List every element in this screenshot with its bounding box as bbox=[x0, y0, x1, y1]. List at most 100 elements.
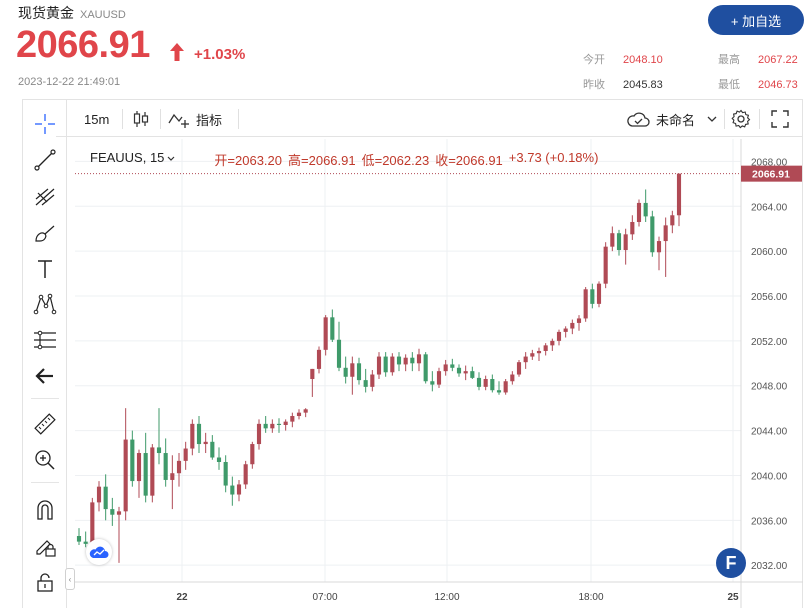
toolbar-divider bbox=[724, 109, 725, 129]
lock-tool[interactable] bbox=[31, 568, 59, 596]
candle-body bbox=[76, 536, 82, 542]
stat-high: 最高 2067.22 bbox=[718, 51, 798, 67]
sidebar-divider bbox=[31, 482, 59, 483]
fib-tool[interactable] bbox=[31, 183, 59, 211]
candle-body bbox=[536, 350, 542, 354]
cloud-icon bbox=[89, 546, 109, 558]
candle-body bbox=[270, 423, 275, 429]
candle-body bbox=[236, 484, 242, 495]
y-axis-tick-label: 2036.00 bbox=[751, 516, 788, 527]
y-axis-tick-label: 2048.00 bbox=[751, 382, 788, 393]
candle-body bbox=[110, 509, 115, 515]
stat-open-label: 今开 bbox=[583, 54, 605, 66]
y-axis-tick-label: 2064.00 bbox=[751, 202, 788, 213]
indicators-button[interactable]: 指标 bbox=[168, 101, 222, 137]
magnet-tool[interactable] bbox=[31, 496, 59, 524]
candle-body bbox=[243, 464, 248, 485]
candle-body bbox=[196, 423, 202, 445]
ruler-tool[interactable] bbox=[31, 410, 59, 438]
lock-pencil-icon bbox=[36, 540, 56, 557]
stat-high-value: 2067.22 bbox=[758, 54, 798, 66]
candle-body bbox=[416, 354, 422, 364]
fullscreen-button[interactable] bbox=[770, 101, 790, 137]
brush-tool[interactable] bbox=[31, 220, 59, 248]
candle-body bbox=[670, 215, 675, 226]
legend-symbol[interactable]: FEAUUS, 15 bbox=[90, 150, 165, 165]
chart-logo-button[interactable] bbox=[86, 539, 112, 565]
candle-body bbox=[656, 241, 662, 253]
candle-body bbox=[203, 441, 208, 445]
candle-body bbox=[103, 486, 108, 510]
sidebar-divider bbox=[31, 398, 59, 399]
candle-body bbox=[303, 409, 308, 413]
indicators-label: 指标 bbox=[196, 112, 223, 128]
candle-body bbox=[370, 374, 375, 387]
candle-body bbox=[483, 379, 488, 387]
chevron-down-icon[interactable] bbox=[166, 152, 176, 166]
candle-body bbox=[323, 317, 328, 350]
stat-open: 今开 2048.10 bbox=[583, 51, 663, 67]
zoom-tool[interactable] bbox=[31, 446, 59, 474]
candle-body bbox=[603, 246, 608, 284]
x-axis-tick-label: 12:00 bbox=[434, 592, 459, 603]
legend-high: 高=2066.91 bbox=[288, 153, 356, 168]
settings-button[interactable] bbox=[731, 101, 751, 137]
quote-timestamp: 2023-12-22 21:49:01 bbox=[18, 76, 121, 88]
candle-body bbox=[130, 439, 135, 482]
interval-selector[interactable]: 15m bbox=[84, 101, 109, 137]
instrument-name: 现货黄金 bbox=[18, 5, 74, 21]
candle-body bbox=[443, 364, 448, 372]
candle-body bbox=[403, 357, 408, 365]
y-axis-tick-label: 2044.00 bbox=[751, 427, 788, 438]
x-axis-tick-label: 22 bbox=[176, 592, 188, 603]
instrument-code: XAUUSD bbox=[80, 9, 126, 21]
candle-body bbox=[216, 457, 222, 462]
candle-body bbox=[90, 502, 95, 544]
crosshair-tool[interactable] bbox=[31, 110, 59, 138]
candle-body bbox=[396, 356, 402, 365]
legend-low: 低=2062.23 bbox=[361, 153, 430, 168]
candle-body bbox=[336, 339, 342, 368]
back-arrow-icon bbox=[35, 368, 53, 384]
ohlc-legend: FEAUUS, 15 开=2063.20 高=2066.91 低=2062.23… bbox=[90, 150, 598, 169]
candle-body bbox=[256, 423, 262, 445]
layout-menu[interactable]: 未命名 bbox=[626, 101, 719, 137]
lock-drawings-tool[interactable] bbox=[31, 532, 59, 560]
candle-body bbox=[563, 328, 568, 332]
stat-low: 最低 2046.73 bbox=[718, 76, 798, 92]
candle-body bbox=[383, 356, 388, 373]
fullscreen-icon bbox=[771, 110, 789, 128]
measure-lines-tool[interactable] bbox=[31, 326, 59, 354]
collapse-toolbar-button[interactable]: ‹ bbox=[65, 568, 75, 590]
candle-body bbox=[290, 416, 295, 422]
candle-body bbox=[530, 353, 535, 357]
candle-body bbox=[510, 374, 515, 382]
candle-body bbox=[283, 421, 288, 425]
legend-close: 收=2066.91 bbox=[435, 153, 503, 168]
candle-body bbox=[350, 363, 355, 377]
stat-high-label: 最高 bbox=[718, 54, 740, 66]
cloud-save-icon bbox=[627, 112, 650, 127]
zoom-in-icon bbox=[35, 450, 55, 470]
current-price: 2066.91 bbox=[16, 24, 150, 66]
candle-body bbox=[316, 349, 322, 369]
candles-button[interactable] bbox=[132, 101, 150, 137]
add-watchlist-button[interactable]: + 加自选 bbox=[708, 5, 804, 35]
candle-body bbox=[343, 367, 348, 377]
y-axis-tick-label: 2056.00 bbox=[751, 292, 788, 303]
candle-body bbox=[83, 541, 88, 544]
candle-body bbox=[623, 234, 628, 251]
text-icon bbox=[38, 260, 52, 278]
text-tool[interactable] bbox=[31, 255, 59, 283]
chevron-down-icon bbox=[707, 116, 717, 122]
back-tool[interactable] bbox=[31, 362, 59, 390]
candle-body bbox=[490, 379, 495, 391]
candle-body bbox=[450, 364, 455, 368]
trendline-tool[interactable] bbox=[31, 146, 59, 174]
chart-toolbar: 15m 指标 未命名 bbox=[56, 101, 802, 137]
candle-body bbox=[276, 423, 282, 425]
candle-body bbox=[476, 377, 482, 387]
candle-body bbox=[430, 381, 435, 385]
pattern-tool[interactable] bbox=[31, 290, 59, 318]
